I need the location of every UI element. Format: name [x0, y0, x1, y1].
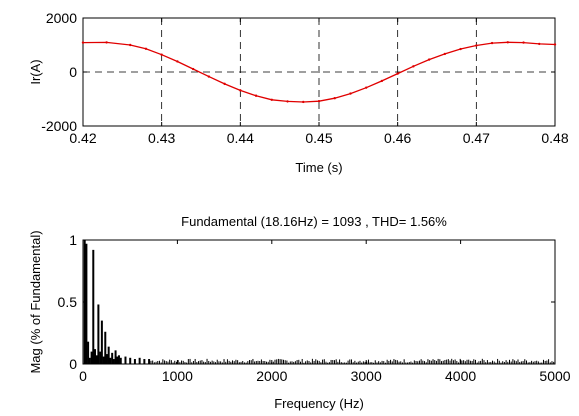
- fft-plot-xtick-labels: 0 1000 2000 3000 4000 5000: [79, 368, 571, 384]
- time-plot-point: [475, 44, 478, 47]
- time-plot-point: [239, 89, 242, 92]
- time-plot-ytick-label: 2000: [46, 10, 77, 26]
- time-plot: 0.42 0.43 0.44 0.45 0.46 0.47 0.48 -200002000 …: [28, 10, 569, 175]
- fft-plot-xlabel: Frequency (Hz): [274, 396, 364, 411]
- time-plot-point: [412, 65, 415, 68]
- fft-plot-xtick-label: 4000: [445, 368, 476, 384]
- time-plot-ytick-label: 0: [69, 64, 77, 80]
- time-plot-xlabel: Time (s): [295, 160, 342, 175]
- time-plot-point: [286, 100, 289, 103]
- time-plot-point: [380, 79, 384, 83]
- time-plot-point: [459, 47, 462, 51]
- time-plot-point: [144, 47, 148, 50]
- fft-plot-xtick-label: 3000: [351, 368, 382, 384]
- time-plot-xtick-label: 0.42: [69, 130, 96, 146]
- time-plot-point: [129, 43, 132, 47]
- fft-plot-ytick-label: 0.5: [58, 294, 78, 310]
- time-plot-point: [254, 94, 258, 97]
- fft-plot-ytick-label: 1: [69, 232, 77, 248]
- time-plot-ylabel: Ir(A): [28, 59, 43, 84]
- fft-plot-ylabel: Mag (% of Fundamental): [28, 230, 43, 373]
- fft-plot: Fundamental (18.16Hz) = 1093 , THD= 1.56…: [28, 214, 571, 411]
- fft-plot-ytick-labels: 00.51: [58, 232, 78, 372]
- time-plot-point: [365, 86, 368, 89]
- time-plot-point: [207, 75, 211, 78]
- time-plot-point: [302, 100, 305, 104]
- time-plot-point: [443, 52, 447, 56]
- time-plot-xtick-label: 0.43: [148, 130, 175, 146]
- time-plot-xtick-label: 0.44: [227, 130, 254, 146]
- fft-plot-series: [83, 240, 151, 364]
- time-plot-point: [522, 41, 525, 44]
- time-plot-xtick-label: 0.48: [541, 130, 568, 146]
- fft-plot-frame: [82, 239, 556, 365]
- time-plot-point: [105, 41, 108, 44]
- time-plot-point: [349, 92, 352, 95]
- time-plot-point: [317, 99, 321, 103]
- time-plot-current-line: [82, 41, 556, 103]
- time-plot-point: [81, 41, 85, 44]
- time-plot-point: [176, 60, 179, 63]
- time-plot-xtick-label: 0.47: [463, 130, 490, 146]
- fft-plot-xtick-label: 1000: [162, 368, 193, 384]
- time-plot-xtick-labels: 0.42 0.43 0.44 0.45 0.46 0.47 0.48: [69, 130, 568, 146]
- fft-plot-ticks: [82, 239, 556, 365]
- time-plot-point: [270, 98, 273, 102]
- time-plot-point: [506, 41, 509, 44]
- time-plot-point: [191, 67, 195, 71]
- fft-plot-title: Fundamental (18.16Hz) = 1093 , THD= 1.56…: [181, 214, 447, 229]
- time-plot-xtick-label: 0.45: [305, 130, 332, 146]
- time-plot-point: [538, 42, 541, 46]
- time-plot-ytick-labels: -2000 0 2000: [41, 10, 77, 134]
- time-plot-ytick-label: -2000: [41, 118, 77, 134]
- time-plot-point: [396, 72, 399, 75]
- time-plot-point: [490, 41, 494, 45]
- fft-plot-xtick-label: 5000: [539, 368, 570, 384]
- time-plot-point: [160, 53, 163, 56]
- fft-plot-ytick-label: 0: [69, 356, 77, 372]
- time-plot-point: [223, 82, 226, 86]
- time-plot-point: [427, 58, 431, 61]
- fft-plot-xtick-label: 2000: [256, 368, 287, 384]
- time-plot-ticks: [82, 17, 556, 127]
- time-plot-point: [333, 96, 336, 100]
- time-plot-point: [553, 43, 557, 46]
- fft-noise-bars: [150, 358, 555, 364]
- time-plot-series: [81, 41, 557, 104]
- time-plot-xtick-label: 0.46: [384, 130, 411, 146]
- fft-plot-xtick-label: 0: [79, 368, 87, 384]
